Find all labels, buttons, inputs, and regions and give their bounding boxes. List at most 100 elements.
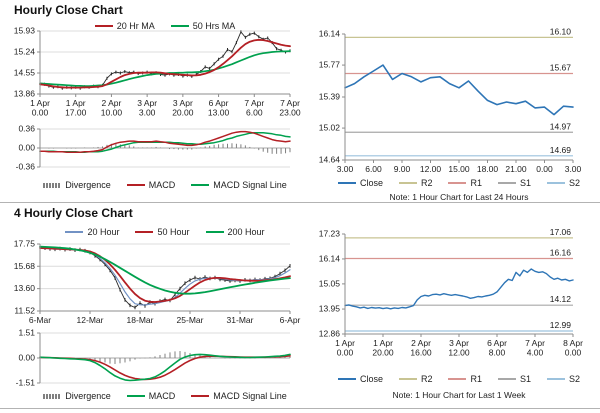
svg-text:16.14: 16.14 — [319, 29, 341, 39]
legend-label: R2 — [420, 178, 433, 188]
line-swatch-icon — [126, 184, 145, 186]
line-swatch-icon — [191, 184, 210, 186]
r2-line: 17.06 — [345, 227, 573, 239]
svg-text:9.00: 9.00 — [394, 164, 411, 174]
svg-text:18.00: 18.00 — [477, 164, 499, 174]
series-close — [39, 245, 291, 310]
legend-label: S1 — [520, 178, 532, 188]
legend-item-200-hour: 200 Hour — [205, 227, 265, 237]
svg-text:15.02: 15.02 — [319, 123, 341, 133]
axes — [39, 244, 290, 312]
hourly-rs-note: Note: 1 Hour Chart for Last 24 Hours — [389, 192, 529, 202]
line-swatch-icon — [398, 378, 417, 380]
s2-line: 12.99 — [345, 320, 573, 332]
legend-label: 20 Hour — [87, 227, 120, 237]
y-axis-labels: 1.51 0.00 -1.51 — [16, 328, 40, 388]
svg-text:13.95: 13.95 — [319, 304, 341, 314]
svg-text:6-Mar: 6-Mar — [29, 315, 51, 325]
svg-text:16.10: 16.10 — [550, 26, 572, 36]
legend-label: R2 — [420, 374, 433, 384]
legend-item-close: Close — [337, 178, 383, 188]
y-axis-labels: 0.36 0.00 -0.36 — [16, 124, 40, 172]
legend-item-r2: R2 — [398, 374, 433, 384]
line-swatch-icon — [65, 231, 84, 233]
series-50-hrs-ma — [39, 50, 291, 87]
divergence-bars-swatch-icon — [43, 393, 62, 399]
svg-text:13.60: 13.60 — [14, 283, 36, 293]
svg-text:3.00: 3.00 — [565, 164, 582, 174]
svg-text:25-Mar: 25-Mar — [177, 315, 204, 325]
legend-item-s2: S2 — [547, 374, 580, 384]
legend-item-s1: S1 — [498, 178, 531, 188]
weekly-rs-note: Note: 1 Hour Chart for Last 1 Week — [392, 390, 526, 400]
four-hourly-macd-legend: Divergence MACD MACD Signal Line — [40, 390, 290, 402]
axes — [344, 234, 573, 335]
s1-line: 14.97 — [345, 121, 573, 133]
legend-item-macd-signal-line: MACD Signal Line — [191, 180, 287, 190]
s2-line: 14.69 — [345, 145, 573, 157]
svg-text:16.14: 16.14 — [319, 253, 341, 263]
legend-item-r1: R1 — [448, 374, 482, 384]
svg-text:12.86: 12.86 — [319, 329, 341, 339]
legend-label: Close — [359, 374, 383, 384]
svg-text:1.51: 1.51 — [18, 328, 35, 338]
series-20-hr-ma — [39, 38, 291, 89]
svg-text:6.00: 6.00 — [365, 164, 382, 174]
svg-text:17.06: 17.06 — [550, 227, 572, 237]
svg-text:-0.36: -0.36 — [16, 162, 36, 172]
r1-line: 16.16 — [345, 247, 573, 260]
legend-label: S2 — [569, 178, 581, 188]
svg-text:0.36: 0.36 — [18, 124, 35, 134]
legend-label: MACD — [148, 180, 176, 190]
four-hourly-chart-title: 4 Hourly Close Chart — [14, 206, 133, 220]
line-swatch-icon — [191, 395, 210, 397]
legend-label: R1 — [470, 374, 482, 384]
legend-item-divergence: Divergence — [43, 391, 111, 401]
legend-label: MACD — [148, 391, 176, 401]
y-axis-labels: 17.23 16.14 15.05 13.95 12.86 — [319, 229, 345, 339]
s1-line: 14.12 — [345, 294, 573, 306]
x-axis-labels: 6-Mar 12-Mar 18-Mar 25-Mar 31-Mar 6-Apr — [29, 311, 301, 325]
svg-text:0.00: 0.00 — [18, 143, 35, 153]
axes — [39, 31, 290, 95]
legend-label: Close — [359, 178, 383, 188]
legend-label: 50 Hrs MA — [192, 21, 236, 31]
legend-label: Divergence — [65, 180, 111, 190]
series-50-hour — [39, 247, 291, 303]
svg-text:15.68: 15.68 — [14, 261, 36, 271]
svg-text:15.00: 15.00 — [448, 164, 470, 174]
svg-text:31-Mar: 31-Mar — [227, 315, 254, 325]
svg-text:11.52: 11.52 — [14, 306, 35, 316]
y-axis-labels: 17.75 15.68 13.60 11.52 — [14, 239, 40, 316]
y-axis-labels: 15.93 15.24 14.55 13.86 — [14, 26, 40, 99]
series-macd — [39, 130, 291, 153]
svg-text:16.16: 16.16 — [550, 247, 572, 257]
weekly-rs-chart: 17.06 16.16 14.12 12.99 17.23 16.14 15.05 13.95… — [319, 227, 583, 358]
four-hourly-price-legend: 20 Hour 50 Hour 200 Hour — [40, 226, 290, 238]
line-swatch-icon — [448, 182, 467, 184]
line-swatch-icon — [170, 25, 189, 27]
svg-text:3.00: 3.00 — [337, 164, 354, 174]
hourly-chart-title: Hourly Close Chart — [14, 3, 123, 17]
line-swatch-icon — [94, 25, 113, 27]
line-swatch-icon — [547, 378, 566, 380]
divider — [0, 202, 600, 203]
line-swatch-icon — [498, 182, 516, 184]
r1-line: 15.67 — [345, 62, 573, 75]
svg-text:15.67: 15.67 — [550, 62, 572, 72]
svg-text:0.00: 0.00 — [536, 164, 553, 174]
svg-text:-1.51: -1.51 — [16, 378, 36, 388]
legend-item-20-hr-ma: 20 Hr MA — [94, 21, 155, 31]
legend-item-macd-signal-line: MACD Signal Line — [191, 391, 287, 401]
